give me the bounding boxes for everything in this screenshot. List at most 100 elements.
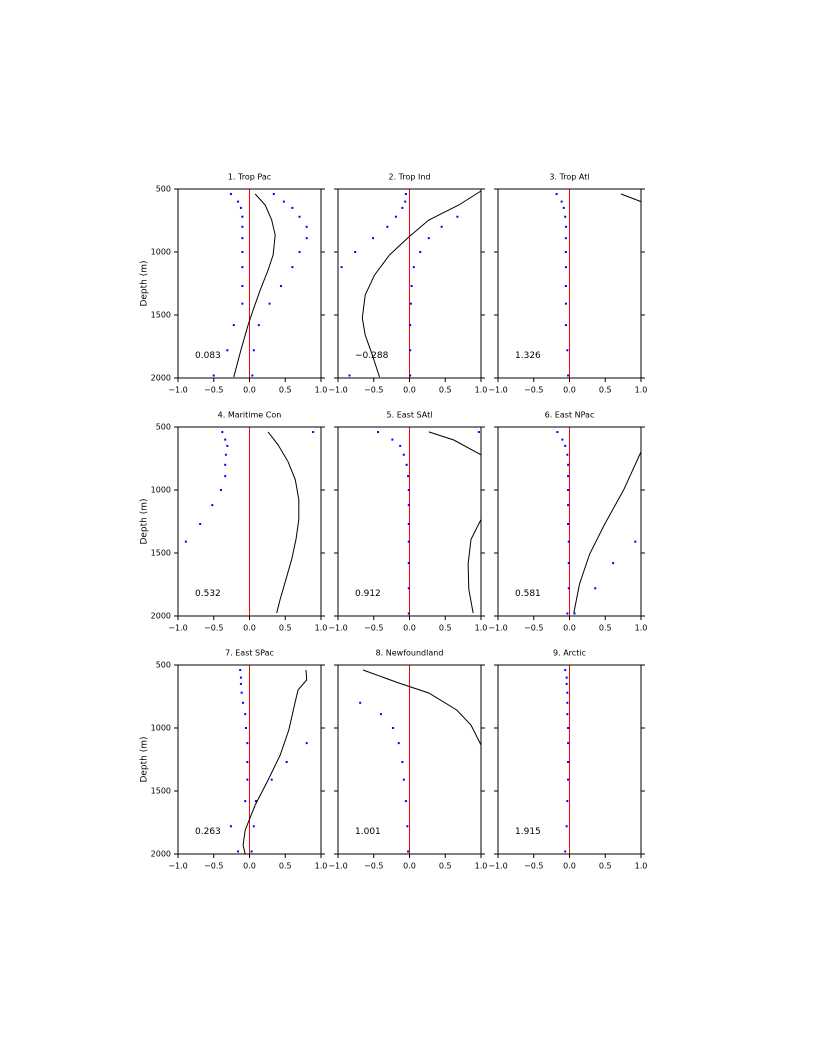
dot: [566, 453, 569, 456]
dot: [229, 825, 232, 828]
dot: [567, 504, 570, 507]
dot: [409, 324, 412, 327]
profile-line: [362, 669, 482, 746]
x-tick-label: 1.0: [475, 624, 488, 633]
dot: [246, 778, 249, 781]
dot: [237, 200, 240, 203]
dot: [567, 475, 570, 478]
panel: 8. Newfoundland −1.0 −0.5 0.0 0.5 1.0 1.001: [328, 649, 487, 871]
dot: [409, 302, 412, 305]
dot: [224, 438, 227, 441]
dot: [634, 540, 637, 543]
annotation: 0.532: [195, 589, 221, 599]
annotation: 0.581: [515, 589, 541, 599]
dot: [272, 193, 275, 196]
dot: [561, 438, 564, 441]
dot: [252, 825, 255, 828]
x-tick-label: 1.0: [315, 862, 328, 871]
dot: [477, 431, 480, 434]
dot: [224, 453, 227, 456]
dot: [246, 742, 249, 745]
y-axis-label: Depth (m): [140, 736, 150, 782]
dot: [407, 850, 410, 853]
x-tick-label: 1.0: [635, 862, 648, 871]
dot: [221, 431, 224, 434]
x-tick-label: 0.5: [599, 624, 612, 633]
y-tick-label: 500: [156, 423, 171, 432]
y-axis-label: Depth (m): [140, 498, 150, 544]
dot: [427, 237, 430, 240]
dot: [440, 225, 443, 228]
panel: 5. East SAtl −1.0 −0.5 0.0 0.5 1.0 0.912: [328, 411, 487, 633]
dot: [252, 349, 255, 352]
x-tick-label: 0.0: [243, 862, 256, 871]
dot: [573, 612, 576, 615]
annotation: 1.915: [515, 827, 541, 837]
dot: [392, 727, 395, 729]
profile-line: [428, 431, 482, 614]
dot: [564, 251, 567, 253]
panel-title: 2. Trop Ind: [388, 173, 430, 182]
dot: [241, 302, 244, 305]
dot: [564, 444, 567, 447]
dot: [285, 761, 288, 764]
dot: [305, 742, 308, 745]
dot: [565, 676, 568, 679]
dot: [229, 193, 232, 196]
dot: [224, 475, 227, 478]
dot: [246, 761, 249, 764]
dot: [562, 206, 565, 209]
x-tick-label: −0.5: [524, 386, 543, 395]
x-tick-label: −1.0: [488, 862, 507, 871]
x-tick-label: −1.0: [328, 386, 347, 395]
dot: [379, 713, 382, 716]
profile-line: [242, 669, 308, 855]
x-tick-label: 1.0: [315, 624, 328, 633]
x-tick-label: −1.0: [328, 862, 347, 871]
x-tick-label: −0.5: [364, 862, 383, 871]
dot: [399, 444, 402, 447]
dot: [211, 504, 214, 507]
x-tick-label: −1.0: [488, 386, 507, 395]
x-tick-label: 1.0: [635, 624, 648, 633]
dot: [564, 215, 567, 218]
dot: [567, 523, 570, 526]
dot: [199, 523, 202, 526]
profile-line: [233, 193, 276, 378]
x-tick-label: 0.0: [563, 862, 576, 871]
y-tick-label: 2000: [151, 612, 171, 621]
x-tick-label: 0.0: [563, 386, 576, 395]
x-tick-label: 1.0: [475, 386, 488, 395]
x-tick-label: 0.0: [243, 624, 256, 633]
x-tick-label: 0.0: [403, 624, 416, 633]
x-tick-label: 0.5: [279, 386, 292, 395]
profile-line: [361, 190, 482, 378]
x-tick-label: 1.0: [315, 386, 328, 395]
panel: 9. Arctic −1.0 −0.5 0.0 0.5 1.0 1.915: [488, 649, 647, 871]
dot: [407, 475, 410, 478]
dot: [219, 489, 222, 491]
x-tick-label: 1.0: [635, 386, 648, 395]
dot: [232, 324, 235, 327]
dot: [237, 850, 240, 853]
dot: [566, 612, 569, 615]
dot: [566, 691, 569, 694]
dot: [241, 266, 244, 269]
dot: [386, 225, 389, 228]
dot: [239, 676, 242, 679]
dot: [251, 374, 254, 377]
y-tick-label: 1500: [151, 549, 171, 558]
dot: [410, 285, 413, 288]
dot: [567, 761, 570, 764]
x-tick-label: 0.5: [599, 386, 612, 395]
dot: [567, 727, 570, 729]
dot: [567, 778, 570, 781]
dot: [567, 587, 570, 590]
dot: [404, 800, 407, 803]
dot: [282, 200, 285, 203]
annotation: 1.326: [515, 351, 541, 361]
dot: [239, 206, 242, 209]
dot: [401, 761, 404, 764]
dot: [566, 713, 569, 716]
